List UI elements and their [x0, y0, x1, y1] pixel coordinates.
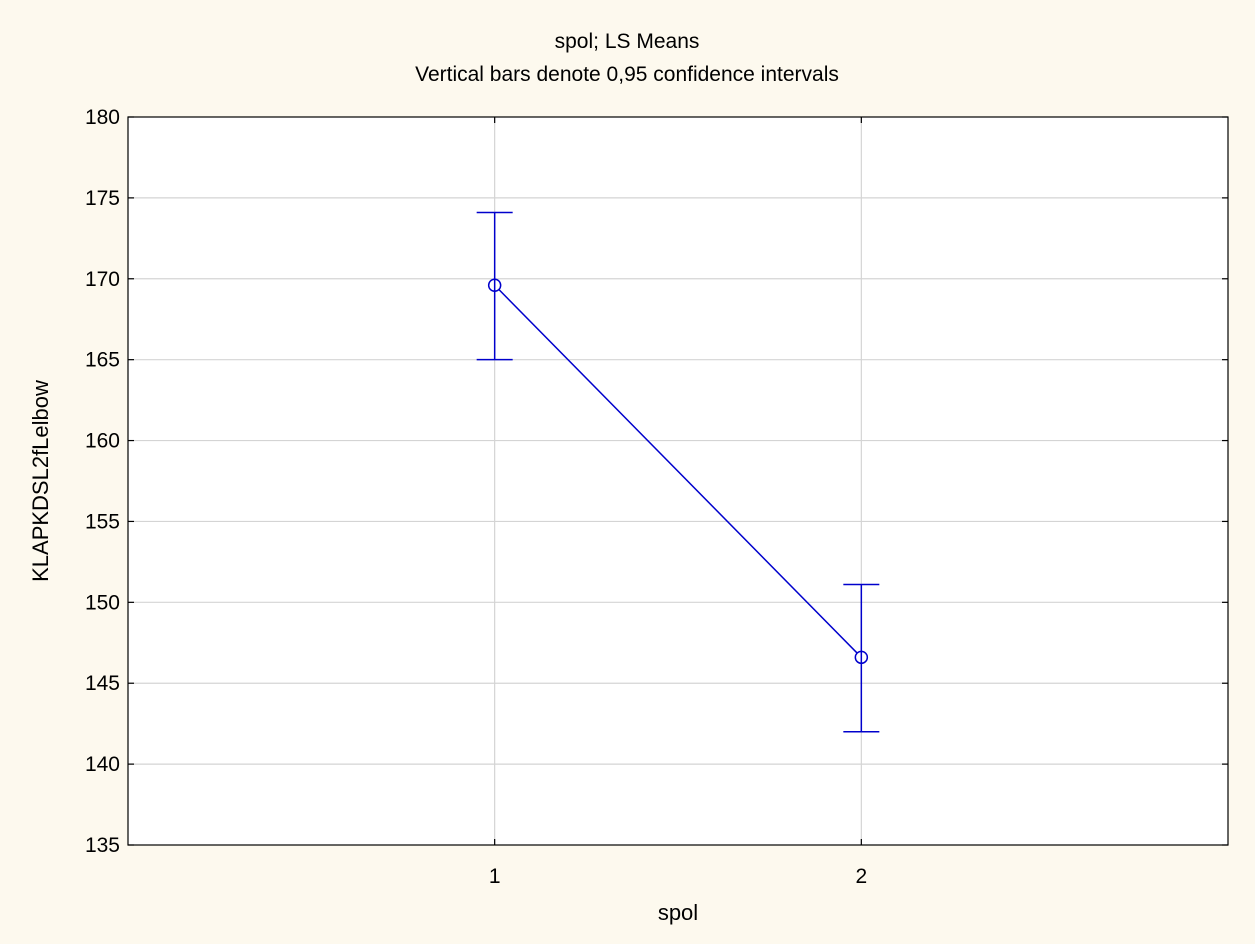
y-tick-label: 175: [85, 187, 120, 210]
y-tick-label: 145: [85, 672, 120, 695]
y-tick-label: 135: [85, 834, 120, 857]
y-tick-label: 180: [85, 106, 120, 129]
series-layer: [476, 211, 880, 733]
data-point: [487, 278, 502, 292]
y-tick-label: 170: [85, 268, 120, 291]
tick-marks: [128, 116, 1228, 846]
chart-subtitle: Vertical bars denote 0,95 confidence int…: [415, 63, 839, 86]
series-line: [498, 288, 858, 654]
y-axis-label: KLAPKDSL2fLelbow: [28, 380, 53, 582]
x-tick-label: 2: [855, 865, 867, 888]
plot-frame: [127, 116, 1229, 846]
y-tick-label: 160: [85, 430, 120, 453]
y-tick-labels: 135 140 145 150 155 160 165 170 175 180: [85, 106, 120, 857]
y-tick-label: 165: [85, 349, 120, 372]
y-tick-label: 140: [85, 753, 120, 776]
plot-area: [128, 117, 1228, 845]
y-tick-label: 150: [85, 591, 120, 614]
data-point: [854, 650, 869, 665]
x-tick-label: 1: [489, 865, 501, 888]
chart-title: spol; LS Means: [555, 30, 700, 53]
y-tick-label: 155: [85, 510, 120, 533]
x-axis-label: spol: [658, 900, 698, 925]
